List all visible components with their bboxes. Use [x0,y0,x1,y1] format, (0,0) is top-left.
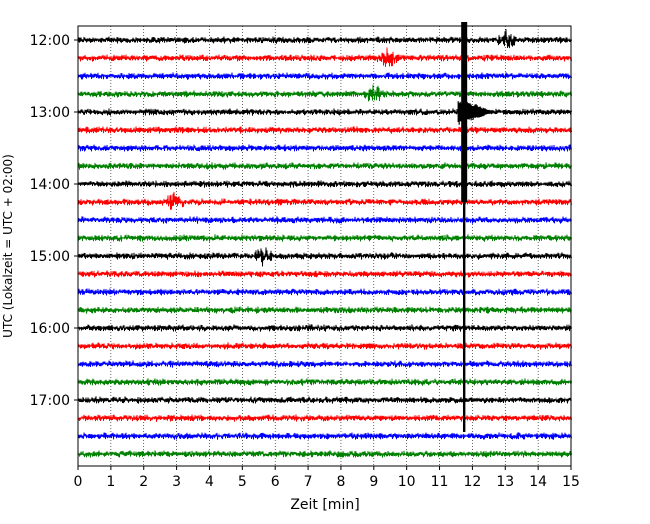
y-tick-label-1700: 17:00 [30,393,70,409]
trace-1300 [77,108,572,116]
x-tick-label-10: 10 [398,474,416,490]
x-tick-label-0: 0 [74,474,83,490]
trace-1400 [77,180,572,188]
event-layer [457,22,492,432]
trace-1615 [77,342,572,350]
trace-1715 [77,414,572,422]
x-axis: 0 1 2 3 4 5 6 7 8 9 10 11 12 13 14 15 [74,466,580,490]
x-tick-label-8: 8 [336,474,345,490]
quake-band-tail [462,202,466,432]
y-tick-label-1400: 14:00 [30,177,70,193]
x-axis-title: Zeit [min] [290,497,359,513]
trace-1645 [77,378,572,386]
trace-1700 [77,396,572,404]
trace-1515 [77,270,572,278]
grid-layer [110,26,539,466]
trace-1600 [77,324,572,332]
trace-1430 [77,216,572,224]
y-axis: 12:00 13:00 14:00 15:00 16:00 17:00 [30,33,78,409]
x-tick-label-3: 3 [172,474,181,490]
x-tick-label-1: 1 [106,474,115,490]
trace-1330 [77,144,572,152]
x-tick-label-15: 15 [562,474,580,490]
trace-1415 [77,191,572,210]
trace-1445 [77,234,572,242]
x-tick-label-4: 4 [205,474,214,490]
x-tick-label-13: 13 [496,474,514,490]
trace-1730 [77,432,572,440]
trace-1545 [77,306,572,314]
trace-1245 [77,84,572,102]
x-tick-label-9: 9 [369,474,378,490]
x-tick-label-2: 2 [139,474,148,490]
y-axis-title: UTC (Lokalzeit = UTC + 02:00) [1,154,15,338]
x-tick-label-5: 5 [238,474,247,490]
trace-1530 [77,288,572,296]
trace-1200 [77,29,572,49]
trace-1230 [77,72,572,80]
trace-layer [77,29,572,458]
trace-1500 [77,247,572,267]
trace-1315 [77,126,572,134]
trace-1745 [77,450,572,458]
quake-peak [457,100,492,125]
y-tick-label-1500: 15:00 [30,249,70,265]
y-tick-label-1600: 16:00 [30,321,70,337]
x-tick-label-11: 11 [431,474,449,490]
plot-frame [77,25,572,467]
x-tick-label-12: 12 [463,474,481,490]
y-tick-label-1300: 13:00 [30,105,70,121]
trace-1345 [77,162,572,170]
trace-1215 [77,47,572,68]
x-tick-label-14: 14 [529,474,547,490]
trace-1630 [77,360,572,368]
x-tick-label-7: 7 [304,474,313,490]
y-tick-label-1200: 12:00 [30,33,70,49]
x-tick-label-6: 6 [271,474,280,490]
